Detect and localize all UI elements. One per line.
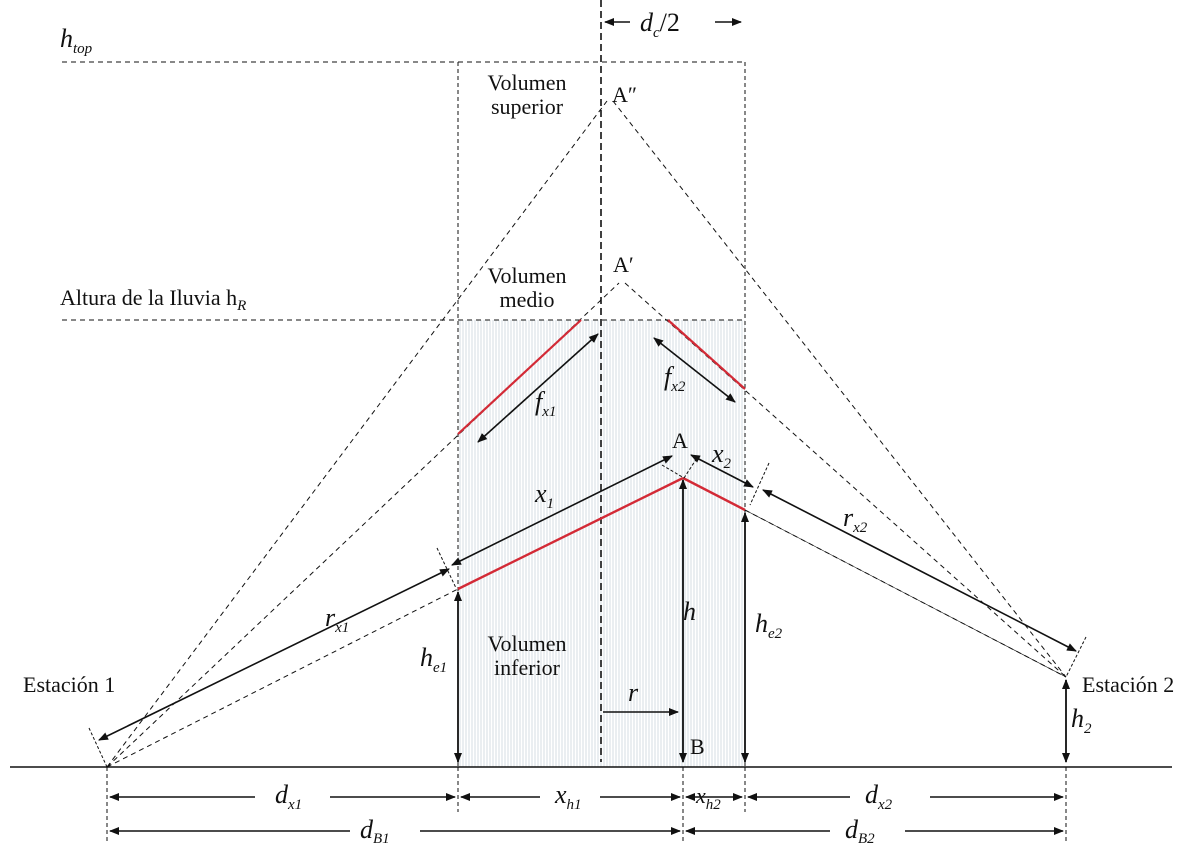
label-dB2: dB2 <box>845 815 875 843</box>
label-h-top: htop <box>60 24 93 57</box>
label-xh1: xh1 <box>554 780 582 813</box>
label-he2: he2 <box>755 609 783 642</box>
tick-rx2-left <box>749 462 770 506</box>
label-fx2: fx2 <box>664 362 686 395</box>
label-he1: he1 <box>420 643 447 676</box>
label-vol-mid-1: Volumen <box>487 263 566 288</box>
label-rain-height: Altura de la Iluvia hR <box>60 285 246 314</box>
label-rx2: rx2 <box>843 503 868 536</box>
label-h2: h2 <box>1071 704 1092 737</box>
label-vol-mid-2: medio <box>500 287 555 312</box>
tick-A-left <box>661 464 685 479</box>
label-point-A1: A′ <box>613 252 634 277</box>
label-point-A2: A″ <box>612 82 637 107</box>
arrow-rx2 <box>762 489 1077 652</box>
label-vol-inf-1: Volumen <box>487 631 566 656</box>
arrow-rx1 <box>98 568 450 741</box>
label-dx1: dx1 <box>275 780 302 813</box>
tick-rx2-right <box>1065 636 1087 678</box>
arrow-fx2 <box>653 337 736 403</box>
label-r: r <box>628 678 639 707</box>
tick-station1 <box>88 727 108 768</box>
arrow-fx1 <box>477 333 599 443</box>
label-x1: x1 <box>534 479 554 512</box>
label-station2: Estación 2 <box>1082 672 1174 697</box>
label-x2: x2 <box>711 439 732 472</box>
label-h: h <box>683 597 696 626</box>
label-point-B: B <box>690 734 705 759</box>
label-station1: Estación 1 <box>23 672 115 697</box>
label-dc-half: dc/2 <box>640 8 680 41</box>
arrow-x1 <box>451 455 673 566</box>
label-point-A: A <box>672 428 688 453</box>
tick-rx1 <box>436 547 457 589</box>
label-dx2: dx2 <box>865 780 893 813</box>
label-dB1: dB1 <box>360 815 390 843</box>
arrow-x2 <box>690 454 754 488</box>
label-vol-sup-2: superior <box>491 94 564 119</box>
label-fx1: fx1 <box>535 387 556 420</box>
label-rx1: rx1 <box>325 603 349 636</box>
lower-ray-left <box>106 588 459 768</box>
label-vol-sup-1: Volumen <box>487 70 566 95</box>
label-vol-inf-2: inferior <box>494 655 561 680</box>
lower-ray-right2 <box>744 509 1067 678</box>
label-xh2: xh2 <box>695 783 721 813</box>
